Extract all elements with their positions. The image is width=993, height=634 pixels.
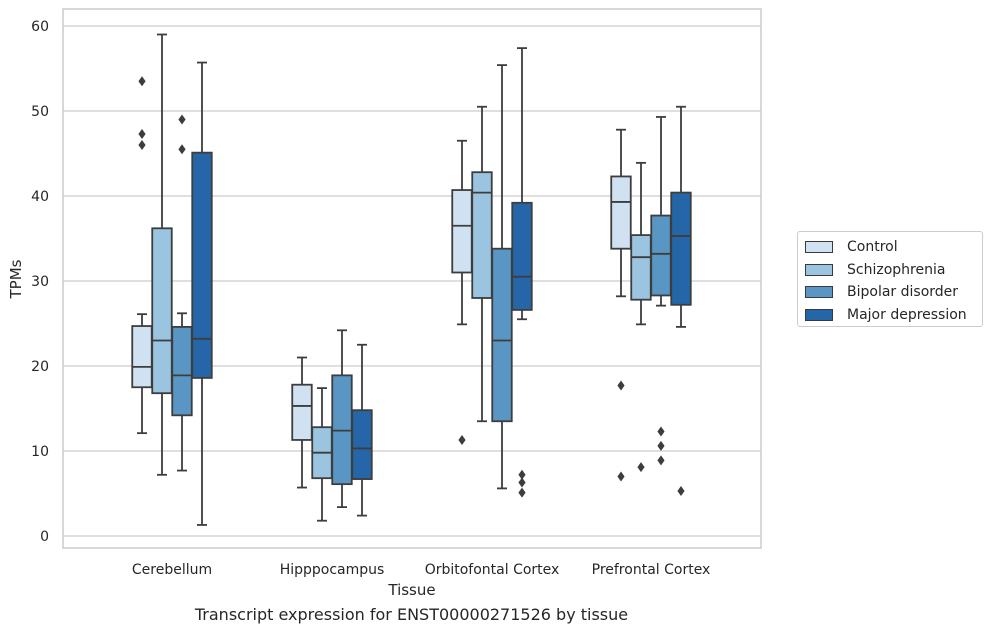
outlier-point (138, 128, 146, 139)
legend-label-major-depression: Major depression (847, 306, 967, 323)
x-tick-label: Hipppocampus (280, 562, 385, 578)
outlier-point (518, 469, 526, 480)
legend-swatch-control (805, 241, 833, 254)
box-iqr (131, 325, 153, 389)
box-group (610, 128, 632, 482)
box-group (491, 64, 513, 490)
legend-item-major-depression: Major depression (805, 304, 982, 327)
box-iqr (291, 383, 313, 441)
legend-swatch-schizophrenia (805, 263, 833, 276)
legend-label-schizophrenia: Schizophrenia (847, 261, 946, 278)
box-group (351, 343, 373, 517)
box-iqr (471, 171, 493, 299)
outlier-point (657, 440, 665, 451)
box-iqr (451, 189, 473, 274)
outlier-point (657, 426, 665, 437)
x-tick-label: Orbitofontal Cortex (425, 562, 560, 578)
y-tick-label: 0 (40, 529, 49, 545)
box-iqr (610, 175, 632, 250)
box-group (171, 114, 193, 472)
box-iqr (650, 214, 672, 297)
box-group (191, 61, 213, 526)
x-tick-label: Prefrontal Cortex (592, 562, 711, 578)
plot-area-frame (62, 8, 762, 549)
legend-item-bipolar-disorder: Bipolar disorder (805, 281, 982, 304)
outlier-point (617, 471, 625, 482)
legend-label-bipolar-disorder: Bipolar disorder (847, 284, 959, 301)
y-tick-label: 10 (31, 444, 49, 460)
box-group (131, 76, 153, 435)
box-group (630, 161, 652, 473)
outlier-point (458, 434, 466, 445)
box-group (670, 105, 692, 496)
outlier-point (637, 462, 645, 473)
box-group (311, 387, 333, 522)
chart-caption: Transcript expression for ENST0000027152… (194, 605, 629, 624)
y-tick-label: 30 (31, 274, 49, 290)
y-tick-label: 20 (31, 359, 49, 375)
box-group (511, 47, 533, 498)
legend: Control Schizophrenia Bipolar disorder M… (797, 231, 983, 327)
x-axis-title: Tissue (387, 581, 435, 599)
box-group (151, 33, 173, 476)
outlier-point (138, 140, 146, 150)
box-group (650, 116, 672, 466)
y-tick-label: 50 (31, 104, 49, 120)
box-iqr (630, 234, 652, 301)
outlier-point (657, 455, 665, 466)
box-group (331, 329, 353, 509)
outlier-point (677, 485, 685, 496)
y-tick-label: 40 (31, 189, 49, 205)
box-iqr (351, 409, 373, 480)
y-tick-label: 60 (31, 19, 49, 35)
y-tick-labels: 0 10 20 30 40 50 60 (31, 19, 49, 545)
box-iqr (171, 325, 193, 417)
box-iqr (491, 247, 513, 423)
legend-item-control: Control (805, 236, 982, 259)
box-plot-boxes (131, 33, 692, 526)
outlier-point (138, 76, 146, 87)
x-tick-labels: Cerebellum Hipppocampus Orbitofontal Corte… (132, 562, 710, 578)
box-iqr (191, 151, 213, 379)
box-group (451, 139, 473, 445)
box-iqr (151, 227, 173, 395)
outlier-point (518, 477, 526, 488)
legend-swatch-bipolar-disorder (805, 286, 833, 299)
legend-swatch-major-depression (805, 308, 833, 321)
y-axis-title: TPMs (7, 259, 25, 299)
outlier-point (617, 380, 625, 391)
box-iqr (511, 201, 533, 311)
outlier-point (178, 144, 186, 155)
box-group (471, 105, 493, 423)
box-group (291, 356, 313, 489)
legend-label-control: Control (847, 239, 898, 256)
outlier-point (178, 114, 186, 125)
legend-item-schizophrenia: Schizophrenia (805, 259, 982, 282)
x-tick-label: Cerebellum (132, 562, 212, 578)
outlier-point (518, 487, 526, 498)
box-iqr (670, 191, 692, 306)
